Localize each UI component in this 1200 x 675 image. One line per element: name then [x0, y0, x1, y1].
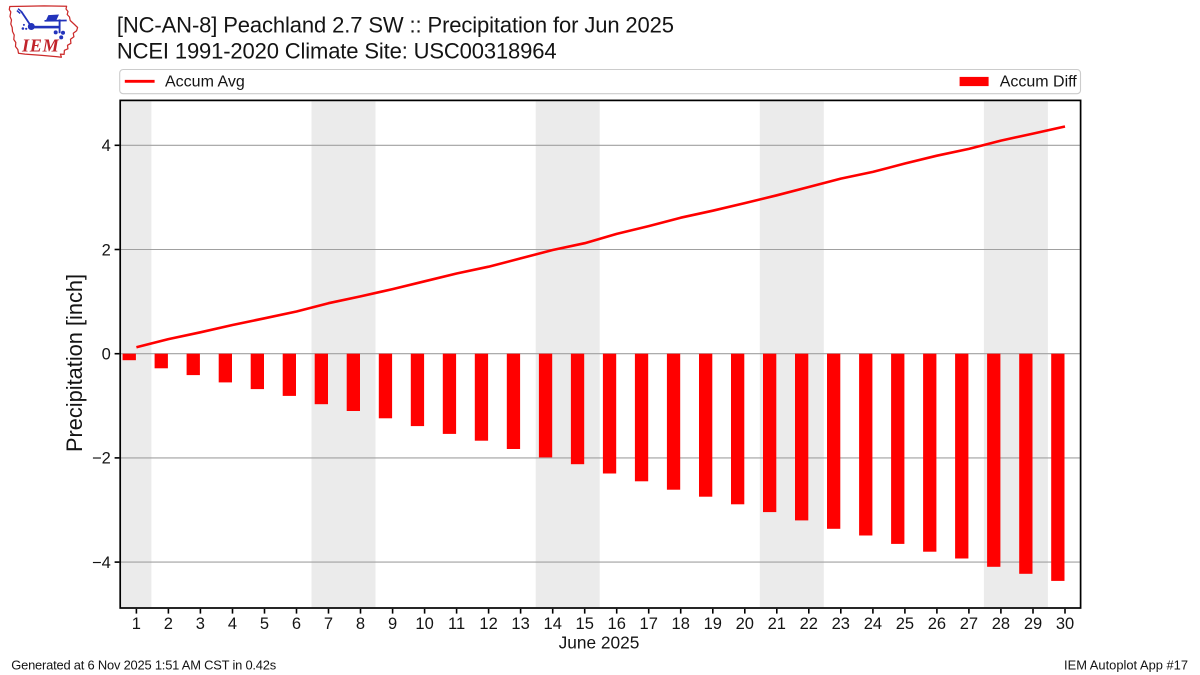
svg-text:10: 10	[415, 615, 433, 633]
svg-text:7: 7	[324, 615, 333, 633]
svg-text:27: 27	[960, 615, 978, 633]
svg-text:26: 26	[928, 615, 946, 633]
svg-text:30: 30	[1056, 615, 1074, 633]
svg-text:23: 23	[832, 615, 850, 633]
svg-text:Accum Diff: Accum Diff	[1000, 74, 1078, 91]
svg-text:16: 16	[608, 615, 626, 633]
svg-text:Precipitation [inch]: Precipitation [inch]	[62, 274, 87, 452]
svg-text:12: 12	[479, 615, 497, 633]
svg-text:[NC-AN-8] Peachland 2.7 SW ::: [NC-AN-8] Peachland 2.7 SW :: Precipitat…	[117, 12, 674, 37]
svg-text:15: 15	[576, 615, 594, 633]
svg-text:4: 4	[228, 615, 237, 633]
svg-text:2: 2	[102, 241, 111, 259]
svg-text:5: 5	[260, 615, 269, 633]
svg-text:1: 1	[132, 615, 141, 633]
svg-text:14: 14	[544, 615, 562, 633]
svg-text:3: 3	[196, 615, 205, 633]
svg-text:19: 19	[704, 615, 722, 633]
svg-text:20: 20	[736, 615, 754, 633]
svg-text:17: 17	[640, 615, 658, 633]
svg-text:4: 4	[102, 137, 111, 155]
svg-text:25: 25	[896, 615, 914, 633]
svg-text:−4: −4	[92, 554, 111, 572]
svg-text:24: 24	[864, 615, 882, 633]
svg-text:21: 21	[768, 615, 786, 633]
svg-text:29: 29	[1024, 615, 1042, 633]
svg-text:2: 2	[164, 615, 173, 633]
svg-text:9: 9	[388, 615, 397, 633]
svg-text:IEM Autoplot App #17: IEM Autoplot App #17	[1064, 658, 1188, 673]
svg-text:18: 18	[672, 615, 690, 633]
svg-text:Accum Avg: Accum Avg	[165, 74, 245, 91]
svg-text:IEM: IEM	[21, 35, 60, 55]
svg-text:0: 0	[102, 346, 111, 364]
svg-text:−2: −2	[92, 450, 111, 468]
svg-text:NCEI 1991-2020 Climate Site: U: NCEI 1991-2020 Climate Site: USC00318964	[117, 38, 557, 63]
svg-text:22: 22	[800, 615, 818, 633]
svg-text:June 2025: June 2025	[559, 633, 640, 653]
svg-text:6: 6	[292, 615, 301, 633]
svg-text:Generated at 6 Nov 2025 1:51 A: Generated at 6 Nov 2025 1:51 AM CST in 0…	[11, 658, 276, 673]
svg-text:13: 13	[511, 615, 529, 633]
svg-text:11: 11	[448, 615, 465, 633]
svg-text:8: 8	[356, 615, 365, 633]
svg-text:28: 28	[992, 615, 1010, 633]
